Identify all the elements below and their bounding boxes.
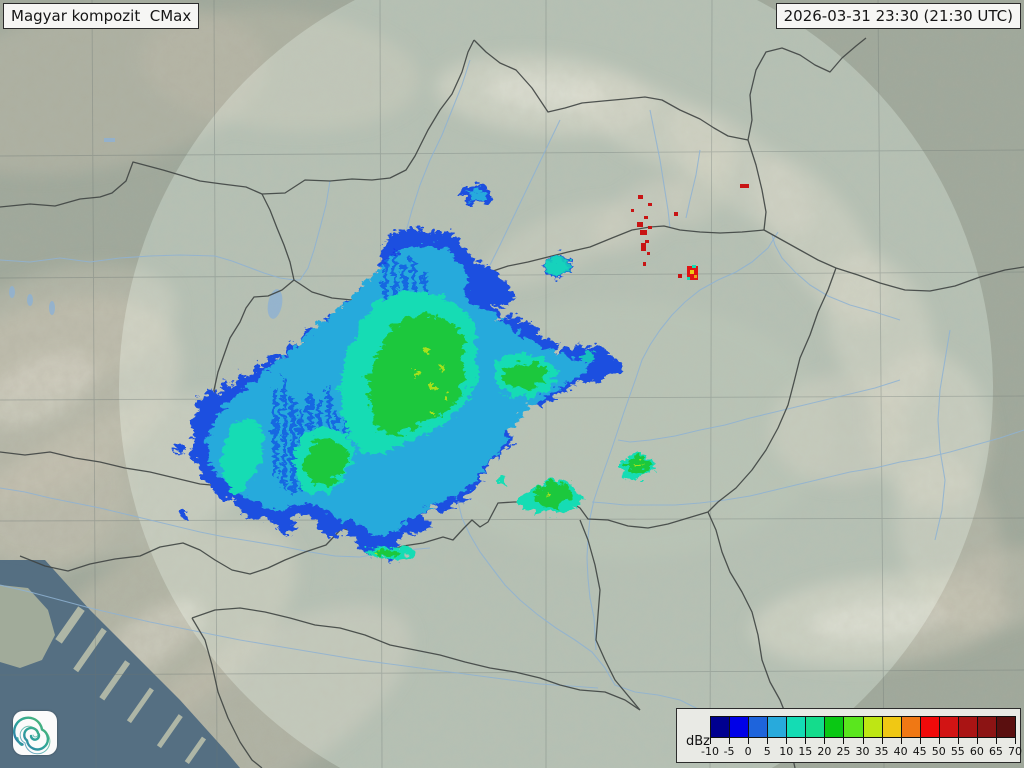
legend-tick <box>767 738 769 744</box>
legend-swatch <box>920 717 940 737</box>
border-at-sk <box>261 193 295 281</box>
legend-swatch <box>844 717 864 737</box>
legend-tick-label: 35 <box>874 745 889 758</box>
legend-swatch <box>711 717 731 737</box>
legend-tick-label: 25 <box>836 745 851 758</box>
legend-swatch <box>882 717 902 737</box>
legend-tick-label: 10 <box>779 745 794 758</box>
legend-swatch <box>806 717 826 737</box>
river-hron <box>489 119 561 266</box>
river-tisza <box>586 231 779 651</box>
river-szamos <box>771 234 901 321</box>
legend-tick-label: 15 <box>798 745 813 758</box>
river-drava <box>0 487 431 558</box>
legend-tick <box>805 738 807 744</box>
legend-unit-label: dBz <box>686 734 710 749</box>
border-slo-cro <box>19 527 343 575</box>
border-hu-ro <box>707 267 837 513</box>
clutter-echoes <box>631 184 749 280</box>
border-at-slo <box>0 451 223 487</box>
timestamp-label: 2026-03-31 23:30 (21:30 UTC) <box>775 3 1021 29</box>
river-sava <box>0 584 599 689</box>
legend-tick-label: 65 <box>988 745 1003 758</box>
border-sk-pl <box>473 37 867 141</box>
legend-tick <box>900 738 902 744</box>
river-maros <box>591 429 1024 506</box>
legend-tick <box>881 738 883 744</box>
river-olt <box>934 329 951 541</box>
legend-tick <box>729 738 731 744</box>
legend-tick-label: 5 <box>763 745 771 758</box>
legend-tick <box>995 738 997 744</box>
border-bih-north <box>191 607 641 711</box>
legend-tick-label: 20 <box>817 745 832 758</box>
legend-swatch <box>768 717 788 737</box>
legend-tick <box>938 738 940 744</box>
legend-tick-label: 40 <box>893 745 908 758</box>
legend-tick-label: 70 <box>1008 745 1022 758</box>
legend-tick <box>862 738 864 744</box>
adriatic-sea <box>0 560 240 768</box>
legend-tick <box>786 738 788 744</box>
lake-neusiedl <box>267 289 283 319</box>
dbz-legend: dBz -10 -5 0 5 10 15 20 25 30 35 40 45 50 55 60 65 70 <box>676 708 1022 763</box>
border-hu-ua <box>763 229 837 269</box>
border-sk-ua <box>747 139 767 231</box>
echo-green-layer <box>302 312 648 553</box>
clutter-multicolor-spot <box>687 265 698 280</box>
legend-swatch <box>787 717 807 737</box>
river-danube-upper <box>0 254 295 281</box>
adriatic-islands <box>55 606 207 765</box>
legend-swatch <box>939 717 959 737</box>
legend-swatch <box>977 717 997 737</box>
istria-peninsula <box>0 585 55 668</box>
echo-yellow-specks <box>371 345 639 551</box>
border-ua-ro <box>835 266 1024 292</box>
river-koros <box>617 379 901 443</box>
legend-tick-label: 55 <box>950 745 965 758</box>
legend-tick-label: 60 <box>969 745 984 758</box>
legend-swatch <box>730 717 750 737</box>
legend-tick <box>748 738 750 744</box>
radar-echoes <box>171 181 652 559</box>
legend-tick-label: 0 <box>744 745 752 758</box>
river-hernad <box>685 149 701 219</box>
legend-tick <box>1015 738 1016 744</box>
legend-swatch-strip <box>710 716 1016 738</box>
legend-tick-label: 30 <box>855 745 870 758</box>
legend-swatch <box>863 717 883 737</box>
legend-swatch <box>996 717 1015 737</box>
legend-tick-label: -5 <box>723 745 735 758</box>
legend-tick <box>957 738 959 744</box>
legend-swatch <box>958 717 978 737</box>
legend-tick-label: 45 <box>912 745 927 758</box>
legend-tick <box>976 738 978 744</box>
legend-swatch <box>825 717 845 737</box>
river-bodrog <box>649 109 671 229</box>
legend-swatch <box>901 717 921 737</box>
legend-tick <box>919 738 921 744</box>
legend-tick <box>710 738 711 744</box>
legend-tick <box>824 738 826 744</box>
border-cro-bih-west <box>191 617 263 768</box>
cyclone-spiral-icon <box>13 716 51 755</box>
border-cro-srb <box>579 519 641 711</box>
river-morava <box>294 180 331 281</box>
legend-swatch <box>749 717 769 737</box>
legend-tick <box>843 738 845 744</box>
legend-tick-label: -10 <box>701 745 719 758</box>
legend-tick-label: 50 <box>931 745 946 758</box>
weather-service-logo <box>13 711 57 755</box>
product-label: Magyar kompozit CMax <box>3 3 200 29</box>
